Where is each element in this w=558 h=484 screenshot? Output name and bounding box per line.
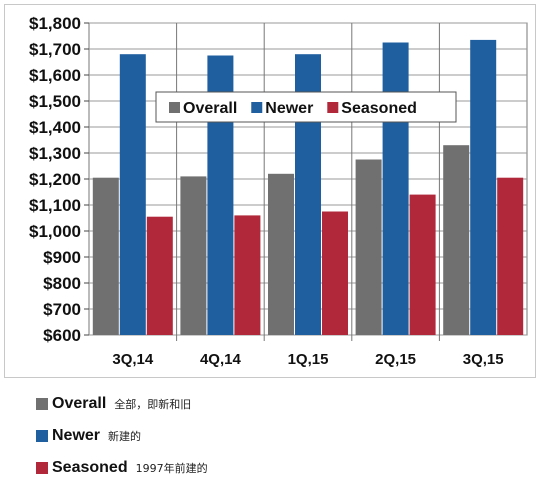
y-tick-label: $1,400 — [29, 118, 81, 137]
note-seasoned-desc: 1997年前建的 — [135, 462, 208, 475]
note-newer-desc: 新建的 — [108, 430, 142, 443]
y-tick-label: $1,800 — [29, 14, 81, 33]
x-tick-label: 2Q,15 — [375, 351, 416, 368]
note-seasoned: Seasoned 1997年前建的 — [36, 452, 536, 484]
y-tick-label: $1,300 — [29, 144, 81, 163]
series-notes: Overall 全部，即新和旧 Newer 新建的 Seasoned 1997年… — [36, 388, 536, 484]
newer-swatch — [36, 430, 48, 442]
legend-swatch-seasoned — [327, 102, 339, 113]
legend-swatch-overall — [169, 102, 180, 113]
legend-label-seasoned: Seasoned — [341, 100, 417, 117]
y-tick-label: $1,000 — [29, 222, 81, 241]
note-overall-desc: 全部，即新和旧 — [114, 398, 192, 411]
legend: Overall Newer Seasoned — [155, 91, 457, 123]
x-tick-labels: 3Q,14 4Q,14 1Q,15 2Q,15 3Q,15 — [112, 351, 503, 368]
y-tick-label: $900 — [43, 248, 81, 267]
legend-box — [155, 91, 457, 123]
bar-overall-2 — [268, 173, 294, 335]
bar-overall-3 — [355, 159, 382, 335]
bars — [92, 39, 524, 336]
y-tick-label: $1,100 — [29, 196, 81, 215]
y-tick-labels: $600 $700 $800 $900 $1,000 $1,100 $1,200 $1,300… — [29, 14, 81, 345]
legend-label-newer: Newer — [265, 100, 313, 117]
bar-overall-0 — [92, 177, 119, 335]
bar-newer-0 — [119, 54, 146, 335]
bar-seasoned-4 — [497, 177, 524, 335]
bar-chart: $600 $700 $800 $900 $1,000 $1,100 $1,200 $1,300… — [29, 14, 528, 368]
note-newer: Newer 新建的 — [36, 420, 536, 452]
x-tick-label: 3Q,14 — [112, 351, 154, 368]
bar-newer-4 — [470, 39, 497, 336]
x-tick-label: 3Q,15 — [463, 351, 504, 368]
bar-overall-4 — [443, 145, 470, 335]
overall-swatch — [36, 398, 48, 410]
y-tick-label: $600 — [43, 326, 81, 345]
x-tick-label: 1Q,15 — [288, 351, 329, 368]
bar-seasoned-2 — [322, 211, 348, 335]
bar-newer-3 — [382, 42, 409, 335]
chart-frame: $600 $700 $800 $900 $1,000 $1,100 $1,200 $1,300… — [4, 4, 536, 378]
y-tick-label: $1,500 — [29, 92, 81, 111]
seasoned-swatch — [36, 462, 48, 474]
y-tick-label: $800 — [43, 274, 81, 293]
y-tick-label: $700 — [43, 300, 81, 319]
bar-seasoned-1 — [234, 215, 261, 335]
y-tick-label: $1,200 — [29, 170, 81, 189]
bar-seasoned-3 — [409, 194, 436, 335]
note-overall: Overall 全部，即新和旧 — [36, 388, 536, 420]
bar-seasoned-0 — [146, 216, 173, 335]
y-tick-label: $1,600 — [29, 66, 81, 85]
x-tick-label: 4Q,14 — [200, 351, 242, 368]
note-overall-name: Overall — [52, 395, 107, 412]
bar-overall-1 — [180, 176, 207, 335]
note-newer-name: Newer — [52, 427, 101, 444]
legend-label-overall: Overall — [183, 100, 237, 117]
legend-swatch-newer — [251, 102, 263, 113]
y-tick-label: $1,700 — [29, 40, 81, 59]
note-seasoned-name: Seasoned — [52, 459, 128, 476]
axes — [84, 22, 89, 336]
